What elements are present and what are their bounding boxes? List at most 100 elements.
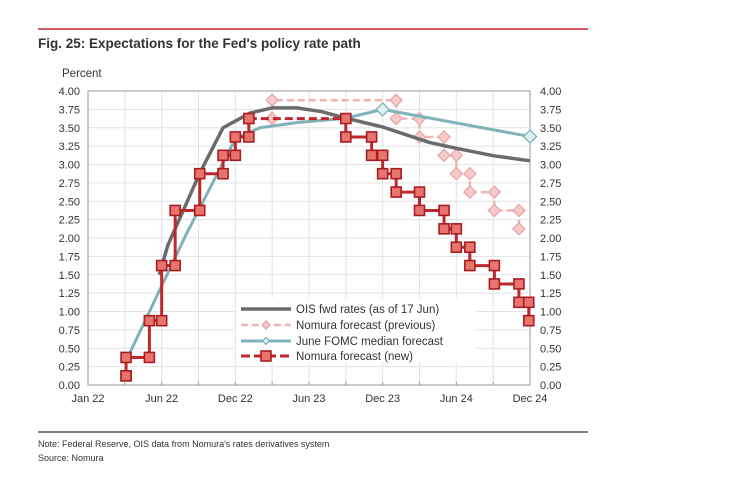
marker-nomura-previous — [512, 203, 526, 218]
y-tick-label-right: 3.00 — [540, 160, 561, 172]
y-tick-label-left: 0.25 — [59, 362, 80, 374]
legend-marker-nomura-previous — [261, 320, 271, 330]
legend: OIS fwd rates (as of 17 Jun) Nomura forec… — [236, 298, 476, 363]
marker-nomura-new — [120, 370, 132, 382]
y-tick-label-right: 0.00 — [540, 380, 561, 392]
x-tick-label: Dec 24 — [513, 393, 548, 405]
marker-nomura-new — [143, 314, 156, 327]
y-tick-label-left: 1.25 — [59, 288, 80, 300]
marker-nomura-new — [522, 296, 535, 309]
marker-nomura-new — [390, 167, 402, 180]
x-tick-label: Dec 22 — [218, 393, 253, 405]
marker-nomura-previous — [512, 221, 526, 236]
marker-nomura-new — [438, 223, 450, 235]
marker-nomura-new — [376, 167, 389, 180]
marker-nomura-new — [464, 259, 476, 272]
x-tick-label: Jan 22 — [71, 393, 104, 405]
marker-nomura-new — [376, 149, 389, 162]
marker-nomura-previous — [487, 203, 502, 218]
marker-nomura-previous — [449, 166, 464, 181]
y-tick-label-right: 3.50 — [540, 123, 561, 135]
marker-nomura-previous — [437, 148, 451, 163]
y-tick-label-right: 4.00 — [540, 86, 561, 98]
y-tick-label-right: 0.25 — [540, 362, 561, 374]
marker-nomura-new — [340, 112, 352, 125]
marker-nomura-previous — [389, 111, 404, 126]
footer-source: Source: Nomura — [38, 453, 104, 463]
marker-nomura-new — [243, 112, 255, 125]
marker-nomura-new — [155, 314, 168, 327]
chart-title: Fig. 25: Expectations for the Fed's poli… — [38, 36, 361, 51]
legend-label: Nomura forecast (new) — [296, 351, 413, 363]
x-tick-label: Dec 23 — [365, 393, 400, 405]
marker-nomura-new — [193, 167, 206, 180]
marker-nomura-new — [365, 149, 378, 162]
series-layer — [120, 93, 538, 382]
marker-nomura-new — [488, 259, 501, 272]
y-tick-label-left: 1.75 — [59, 251, 80, 263]
marker-fomc — [522, 129, 538, 144]
series-line-nomura-previous — [270, 98, 521, 229]
y-axis-right: 0.00 0.25 0.50 0.75 1.00 1.25 1.50 1.75 2.00 2.25… — [540, 86, 561, 392]
marker-nomura-new — [169, 259, 181, 272]
y-tick-label-left: 0.75 — [59, 325, 80, 337]
y-tick-label-left: 1.50 — [59, 270, 80, 282]
marker-nomura-new — [217, 167, 229, 180]
x-tick-label: Jun 23 — [292, 393, 325, 405]
marker-nomura-new — [413, 186, 426, 198]
plot-frame — [87, 90, 531, 386]
y-tick-label-left: 0.00 — [59, 380, 80, 392]
marker-nomura-new — [143, 351, 156, 364]
legend-marker-nomura-new — [260, 350, 272, 362]
marker-nomura-new — [513, 296, 525, 309]
x-tick-label: Jun 24 — [440, 393, 473, 405]
marker-nomura-new — [229, 131, 242, 143]
y-tick-label-left: 3.00 — [59, 160, 80, 172]
marker-nomura-new — [155, 259, 168, 272]
x-axis: Jan 22 Jun 22 Dec 22 Jun 23 Dec 23 Jun 24 Dec … — [71, 393, 547, 405]
legend-marker-fomc — [261, 336, 271, 346]
marker-nomura-new — [120, 351, 132, 364]
marker-nomura-previous — [265, 93, 280, 108]
y-tick-label-right: 1.00 — [540, 307, 561, 319]
legend-label: June FOMC median forecast — [296, 336, 444, 348]
y-tick-label-right: 2.00 — [540, 233, 561, 245]
y-tick-label-left: 2.00 — [59, 233, 80, 245]
y-tick-label-left: 2.50 — [59, 196, 80, 208]
marker-nomura-previous — [462, 166, 477, 181]
marker-nomura-new — [217, 149, 229, 162]
marker-nomura-new — [193, 204, 206, 217]
legend-label: OIS fwd rates (as of 17 Jun) — [296, 304, 439, 316]
marker-nomura-new — [229, 149, 242, 162]
y-tick-label-right: 2.50 — [540, 196, 561, 208]
y-axis-left: 0.00 0.25 0.50 0.75 1.00 1.25 1.50 1.75 2.00 2.25… — [59, 86, 80, 392]
marker-nomura-new — [169, 204, 181, 217]
y-tick-label-right: 3.25 — [540, 141, 561, 153]
y-tick-label-right: 2.75 — [540, 178, 561, 190]
y-tick-label-right: 2.25 — [540, 215, 561, 227]
marker-nomura-new — [464, 241, 476, 253]
marker-nomura-new — [488, 278, 501, 290]
y-tick-label-left: 2.75 — [59, 178, 80, 190]
y-tick-label-right: 0.50 — [540, 343, 561, 355]
marker-nomura-previous — [437, 130, 451, 144]
marker-nomura-new — [365, 131, 378, 143]
marker-nomura-new — [522, 314, 535, 327]
y-tick-label-left: 0.50 — [59, 343, 80, 355]
y-tick-label-left: 1.00 — [59, 307, 80, 319]
marker-nomura-new — [513, 278, 525, 290]
marker-nomura-new — [450, 241, 463, 253]
y-tick-label-right: 0.75 — [540, 325, 561, 337]
marker-nomura-new — [450, 223, 463, 235]
marker-nomura-previous — [487, 185, 502, 199]
footer-note: Note: Federal Reserve, OIS data from Nom… — [38, 439, 329, 449]
x-tick-label: Jun 22 — [145, 393, 178, 405]
y-tick-label-right: 1.50 — [540, 270, 561, 282]
y-tick-label-left: 3.25 — [59, 141, 80, 153]
y-tick-label-right: 3.75 — [540, 104, 561, 116]
legend-label: Nomura forecast (previous) — [296, 320, 435, 332]
y-tick-label-left: 2.25 — [59, 215, 80, 227]
y-tick-label-right: 1.75 — [540, 251, 561, 263]
y-tick-label-left: 3.50 — [59, 123, 80, 135]
y-axis-label: Percent — [62, 68, 102, 80]
